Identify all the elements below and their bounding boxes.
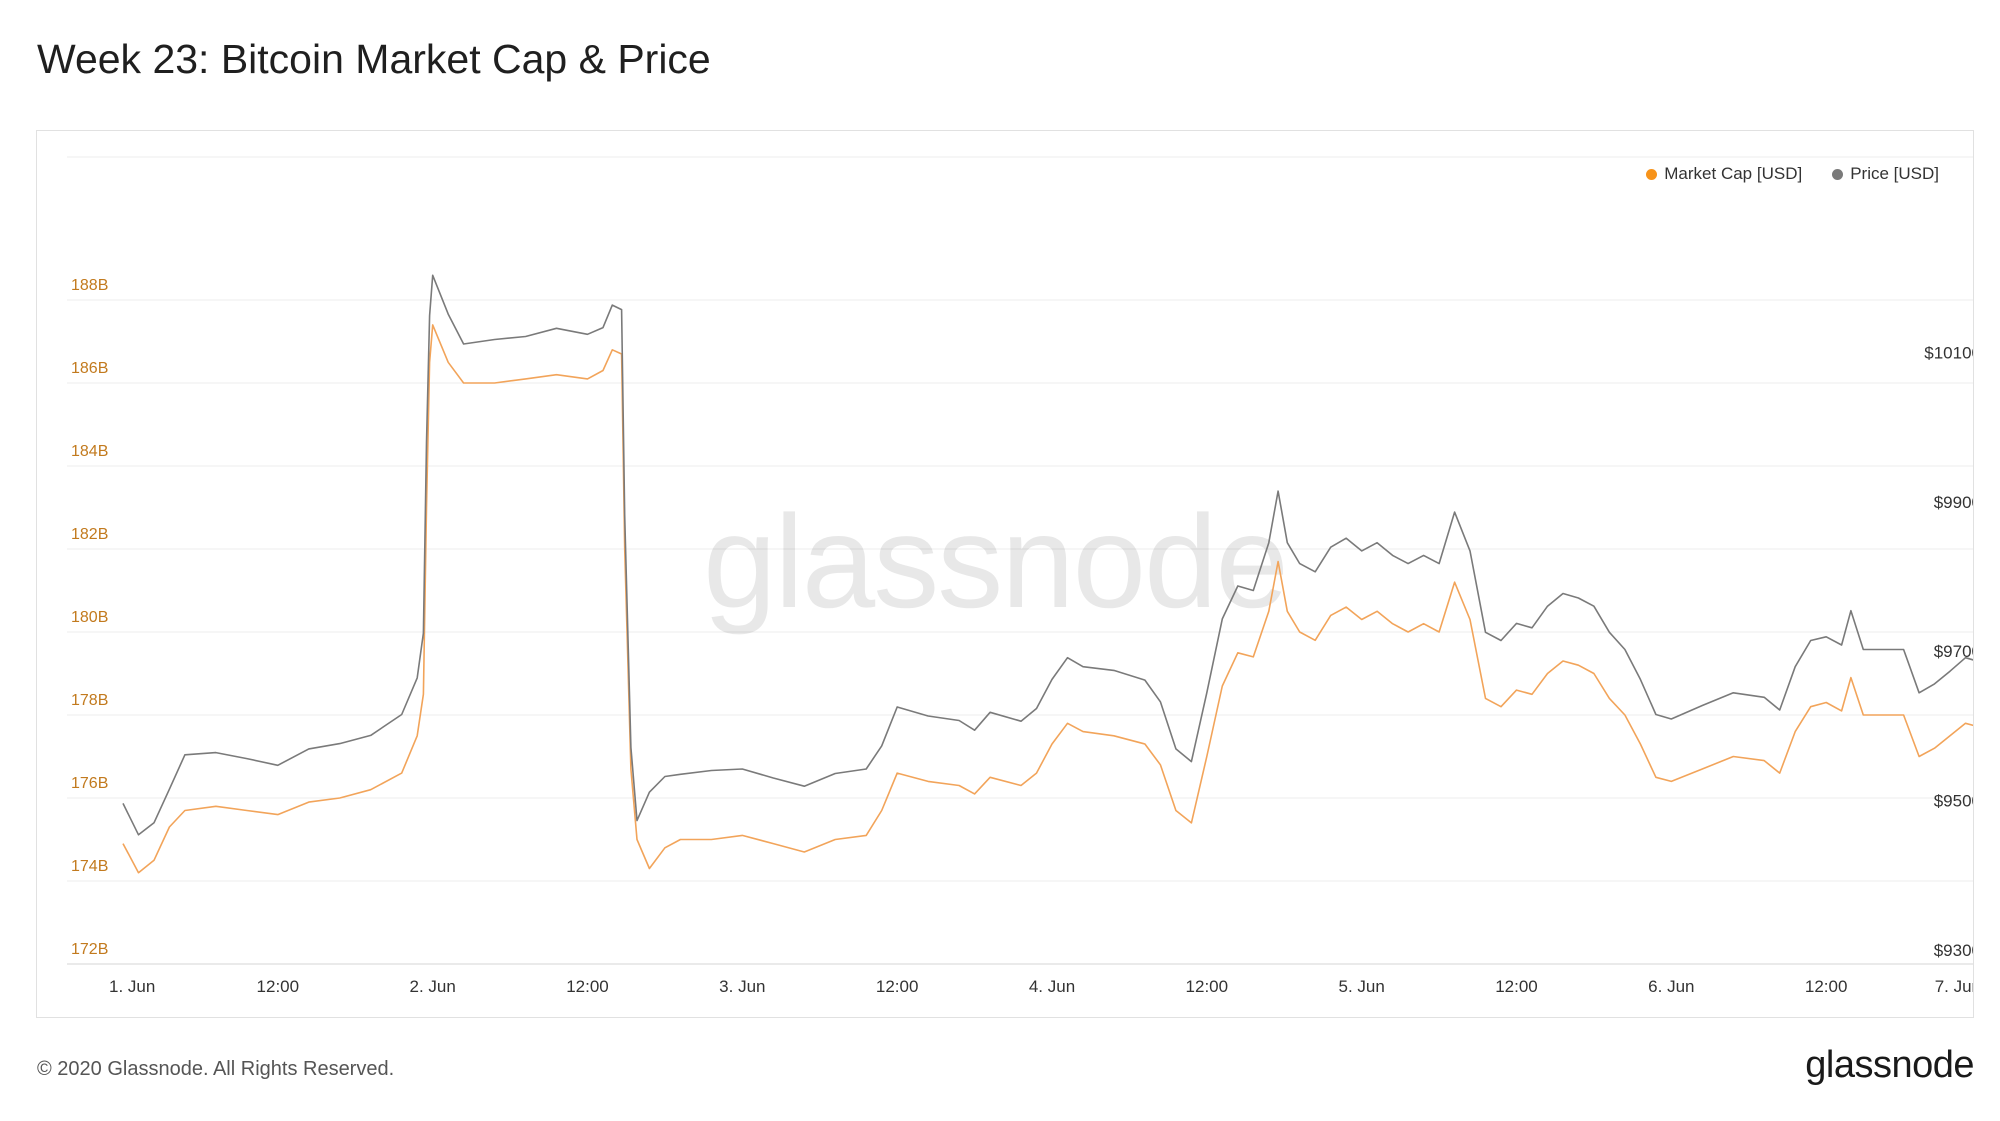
glassnode-logo[interactable]: glassnode — [1805, 1044, 1974, 1086]
chart-panel: glassnode 172B 174B 176B 178B 180B 182B 184B 18… — [36, 130, 1974, 1018]
x-tick-label: 2. Jun — [410, 977, 456, 996]
left-tick-label: 178B — [71, 692, 108, 709]
right-tick-label: $9300 — [1934, 941, 1973, 960]
page-title: Week 23: Bitcoin Market Cap & Price — [37, 36, 711, 82]
x-tick-label: 12:00 — [1186, 977, 1229, 996]
x-tick-label: 12:00 — [1495, 977, 1538, 996]
legend-label-market-cap: Market Cap [USD] — [1664, 164, 1803, 183]
left-tick-label: 188B — [71, 277, 108, 294]
market-cap-line — [122, 324, 1973, 874]
x-tick-label: 1. Jun — [109, 977, 155, 996]
legend-item-price[interactable]: Price [USD] — [1832, 164, 1939, 184]
x-tick-label: 7. Jun — [1935, 977, 1973, 996]
market-cap-dot-icon — [1646, 168, 1658, 180]
x-tick-label: 4. Jun — [1029, 977, 1075, 996]
x-tick-label: 6. Jun — [1648, 977, 1694, 996]
x-tick-label: 12:00 — [257, 977, 300, 996]
legend-label-price: Price [USD] — [1850, 164, 1939, 183]
left-y-axis: 172B 174B 176B 178B 180B 182B 184B 186B 188B — [71, 277, 108, 958]
chart-legend: Market Cap [USD] Price [USD] — [1646, 164, 1939, 184]
right-tick-label: $9900 — [1934, 493, 1973, 512]
price-dot-icon — [1832, 168, 1844, 180]
left-tick-label: 184B — [71, 443, 108, 460]
left-tick-label: 186B — [71, 360, 108, 377]
right-tick-label: $9500 — [1934, 792, 1973, 811]
grid-lines — [67, 156, 1973, 965]
x-tick-label: 12:00 — [566, 977, 609, 996]
watermark-text: glassnode — [703, 488, 1287, 635]
left-tick-label: 176B — [71, 775, 108, 792]
chart-svg: glassnode 172B 174B 176B 178B 180B 182B 184B 18… — [67, 156, 1973, 996]
x-tick-label: 3. Jun — [719, 977, 765, 996]
x-tick-label: 12:00 — [876, 977, 919, 996]
right-tick-label: $9700 — [1934, 642, 1973, 661]
x-tick-label: 12:00 — [1805, 977, 1848, 996]
x-axis: 1. Jun 12:00 2. Jun 12:00 3. Jun 12:00 4. Jun 1… — [109, 977, 1973, 996]
left-tick-label: 180B — [71, 609, 108, 626]
left-tick-label: 172B — [71, 941, 108, 958]
left-tick-label: 174B — [71, 858, 108, 875]
footer-copyright: © 2020 Glassnode. All Rights Reserved. — [37, 1058, 395, 1080]
legend-item-market-cap[interactable]: Market Cap [USD] — [1646, 164, 1802, 184]
right-tick-label: $10100 — [1924, 343, 1973, 362]
price-line — [122, 274, 1973, 836]
x-tick-label: 5. Jun — [1339, 977, 1385, 996]
left-tick-label: 182B — [71, 526, 108, 543]
right-y-axis: $9300 $9500 $9700 $9900 $10100 — [1924, 343, 1973, 960]
series-lines — [122, 274, 1973, 874]
